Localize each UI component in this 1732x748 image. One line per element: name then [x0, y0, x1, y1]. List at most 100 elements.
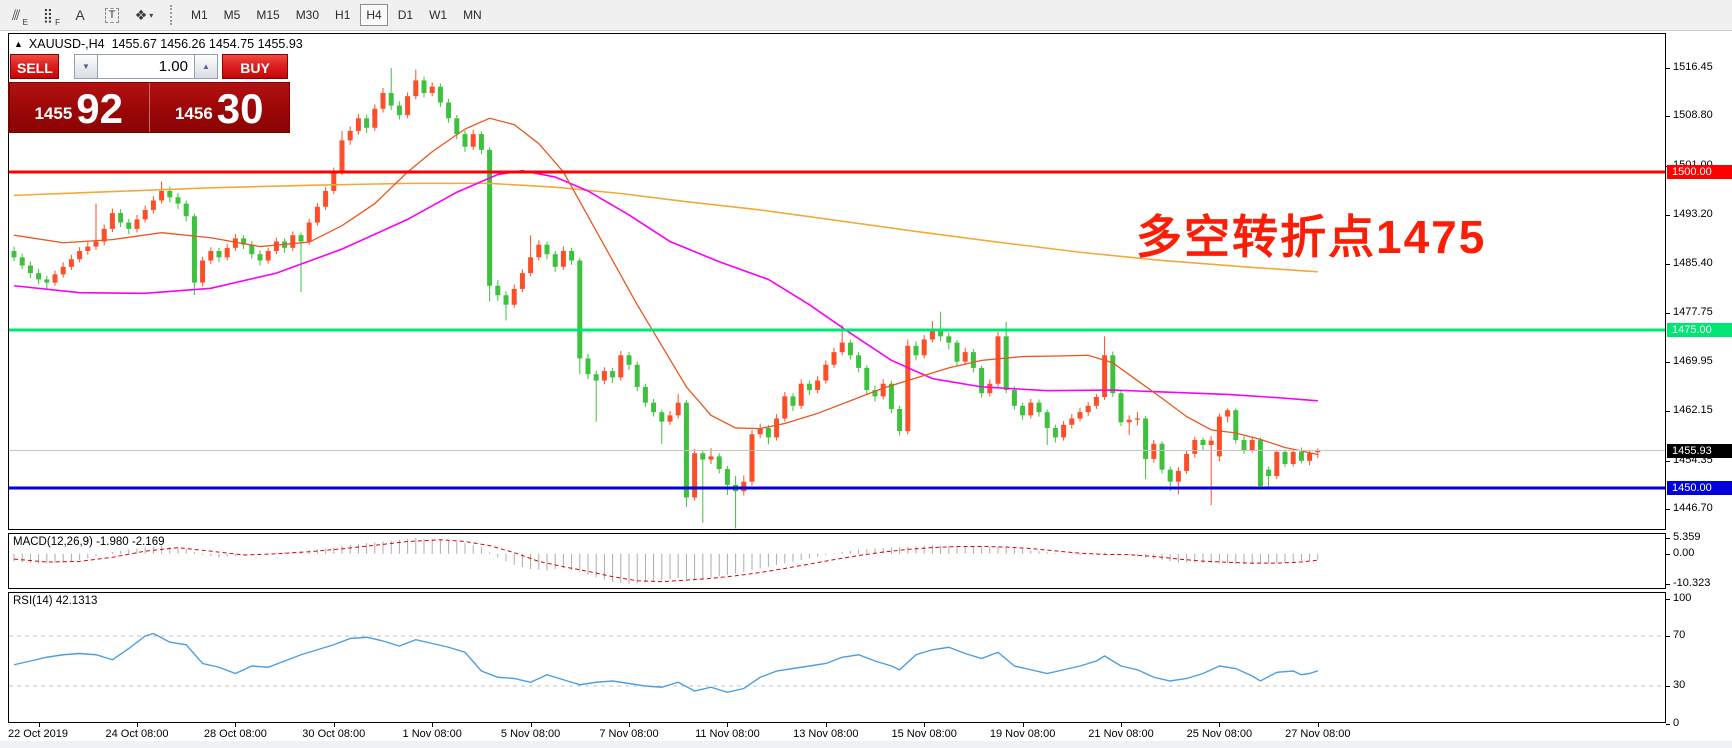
- price-axis-label: 1508.80: [1673, 109, 1713, 122]
- axis-tick: [1666, 312, 1670, 314]
- bid-price[interactable]: 1455 92: [9, 83, 150, 132]
- price-axis-label: 1462.15: [1673, 404, 1713, 417]
- ask-price[interactable]: 1456 30: [150, 83, 290, 132]
- price-line-badge: 1475.00: [1667, 323, 1732, 337]
- price-axis[interactable]: 1516.451508.801501.001493.201485.401477.…: [1666, 33, 1732, 740]
- chart-text-annotation[interactable]: 多空转折点1475: [1136, 211, 1487, 263]
- axis-tick: [1666, 68, 1670, 70]
- toolbar-grip[interactable]: [170, 5, 177, 25]
- toolbar: ⫻ E ⣿ F A T ❖ ▾ M1 M5 M15 M30 H1 H4 D1 W1 MN: [0, 0, 1732, 31]
- price-axis-label: 1485.40: [1673, 257, 1713, 270]
- axis-tick: [1666, 553, 1670, 555]
- rsi-axis-label: 70: [1673, 629, 1686, 641]
- fibonacci-grid-tool[interactable]: ⣿ F: [42, 6, 60, 28]
- equidistant-channels-tool[interactable]: ⫻ E: [11, 6, 28, 28]
- date-label: 27 Nov 08:00: [1285, 728, 1351, 740]
- timeframe-m30[interactable]: M30: [290, 4, 325, 26]
- macd-panel[interactable]: MACD(12,26,9) -1.980 -2.169: [8, 533, 1666, 589]
- bottom-scroll-strip[interactable]: [0, 741, 1732, 748]
- macd-plot[interactable]: [9, 534, 1665, 588]
- main-chart-panel[interactable]: [8, 33, 1666, 530]
- bid-ask-board: 1455 92 1456 30: [8, 82, 290, 133]
- ohlc-values: 1455.67 1456.26 1454.75 1455.93: [111, 37, 303, 51]
- sell-button[interactable]: SELL: [10, 54, 59, 79]
- symbol-period-label: XAUUSD-,H4: [28, 37, 105, 51]
- volume-increase-button[interactable]: ▲: [194, 54, 218, 79]
- date-tick: [924, 723, 926, 727]
- chart-title: ▲ XAUUSD-,H4 1455.67 1456.26 1454.75 1455…: [14, 37, 303, 51]
- date-tick: [629, 723, 630, 727]
- buy-button[interactable]: BUY: [222, 54, 288, 79]
- timeframe-w1[interactable]: W1: [423, 4, 453, 26]
- date-label: 19 Nov 08:00: [989, 728, 1056, 740]
- date-tick: [235, 723, 237, 727]
- rsi-panel[interactable]: RSI(14) 42.1313: [8, 592, 1666, 723]
- timeframe-m1[interactable]: M1: [185, 4, 214, 26]
- volume-input[interactable]: [97, 54, 195, 79]
- rsi-plot[interactable]: [9, 593, 1665, 722]
- bid-price-big: 92: [76, 85, 124, 132]
- collapse-objects-icon[interactable]: ▲: [14, 39, 23, 49]
- timeframe-m15[interactable]: M15: [250, 4, 285, 26]
- triangle-down-icon: ▼: [82, 62, 90, 71]
- price-axis-label: 1477.75: [1673, 305, 1713, 318]
- timeframe-d1[interactable]: D1: [392, 4, 419, 26]
- ask-price-small: 1456: [174, 104, 213, 123]
- date-tick: [530, 723, 532, 727]
- price-line-badge: 1450.00: [1667, 481, 1732, 495]
- date-tick: [1121, 723, 1122, 727]
- price-line-badge: 1455.93: [1667, 443, 1732, 458]
- price-axis-label: 1493.20: [1673, 207, 1713, 220]
- axis-tick: [1666, 214, 1670, 216]
- date-label: 13 Nov 08:00: [793, 728, 859, 740]
- timeframe-m5[interactable]: M5: [218, 4, 247, 26]
- axis-tick: [1666, 508, 1670, 510]
- one-click-trading-panel: SELL ▼ ▲ BUY 1455 92 1456 30: [8, 54, 290, 133]
- shapes-tool[interactable]: ❖ ▾: [134, 6, 154, 23]
- rsi-axis-label: 100: [1673, 591, 1692, 604]
- rsi-axis-label: 0: [1673, 716, 1680, 729]
- macd-axis-label: -10.323: [1673, 577, 1711, 590]
- date-label: 21 Nov 08:00: [1088, 728, 1154, 740]
- price-chart-plot[interactable]: [9, 34, 1665, 529]
- axis-tick: [1666, 686, 1670, 687]
- timeframe-mn[interactable]: MN: [457, 4, 488, 26]
- price-axis-label: 1446.70: [1673, 501, 1713, 514]
- axis-tick: [1666, 636, 1670, 637]
- date-label: 1 Nov 08:00: [402, 728, 462, 740]
- timeframe-h4[interactable]: H4: [360, 4, 388, 26]
- axis-tick: [1666, 584, 1670, 586]
- price-axis-label: 1516.45: [1673, 61, 1713, 74]
- axis-tick: [1666, 361, 1670, 363]
- volume-decrease-button[interactable]: ▼: [74, 54, 98, 79]
- date-label: 30 Oct 08:00: [302, 728, 366, 740]
- date-label: 15 Nov 08:00: [891, 728, 957, 740]
- axis-tick: [1666, 598, 1670, 600]
- timeframe-toolbar: M1 M5 M15 M30 H1 H4 D1 W1 MN: [183, 4, 490, 26]
- text-label-tool[interactable]: A: [75, 7, 85, 23]
- date-tick: [727, 723, 729, 727]
- date-tick: [825, 723, 827, 727]
- axis-tick: [1666, 723, 1670, 725]
- axis-tick: [1666, 538, 1670, 540]
- date-tick: [333, 723, 335, 727]
- date-tick: [1022, 723, 1024, 727]
- date-tick: [1317, 723, 1319, 727]
- macd-axis-label: 5.359: [1673, 531, 1701, 544]
- date-axis[interactable]: 22 Oct 2019 24 Oct 08:00 28 Oct 08:00 30 Oc…: [8, 723, 1666, 743]
- ask-price-big: 30: [216, 85, 264, 132]
- date-tick: [38, 723, 40, 727]
- date-label: 24 Oct 08:00: [105, 728, 169, 740]
- axis-tick: [1666, 264, 1670, 266]
- date-label: 5 Nov 08:00: [500, 728, 561, 740]
- timeframe-h1[interactable]: H1: [329, 4, 356, 26]
- macd-label: MACD(12,26,9) -1.980 -2.169: [13, 536, 165, 548]
- text-box-tool[interactable]: T: [98, 3, 126, 27]
- axis-tick: [1666, 116, 1670, 118]
- date-label: 22 Oct 2019: [8, 728, 68, 740]
- drawing-toolbar: ⫻ E ⣿ F A T ❖ ▾: [0, 3, 160, 28]
- date-tick: [1219, 723, 1221, 727]
- date-tick: [432, 723, 434, 727]
- axis-tick: [1666, 411, 1670, 413]
